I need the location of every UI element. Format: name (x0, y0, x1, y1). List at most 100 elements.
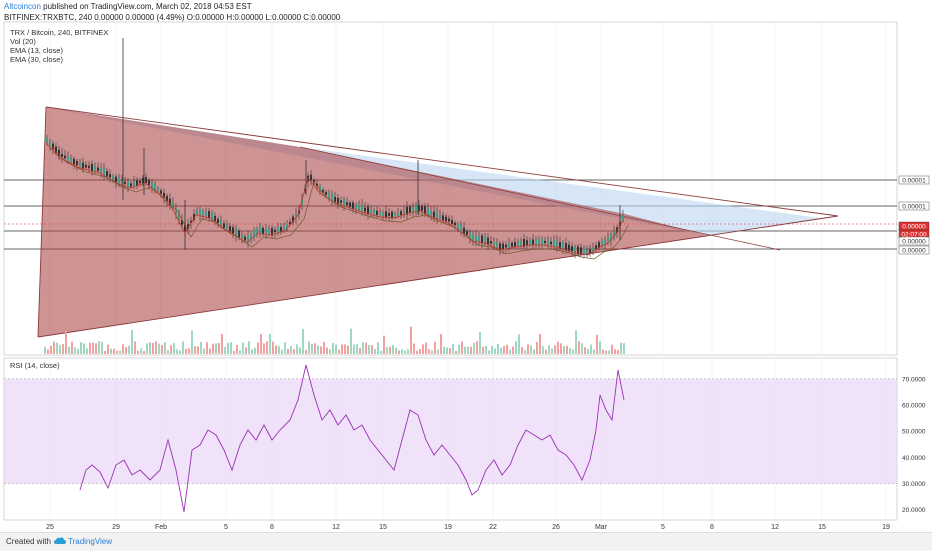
candle-body (190, 220, 192, 223)
candle-body (355, 204, 357, 209)
candle-body (487, 237, 489, 245)
x-tick-label: 5 (224, 524, 228, 531)
candle-body (460, 224, 462, 232)
candle-body (565, 242, 567, 251)
candle-body (85, 164, 87, 168)
candle-body (397, 212, 399, 216)
volume-bar (77, 348, 79, 354)
volume-bar (500, 347, 502, 354)
volume-bar (560, 343, 562, 354)
volume-bar (509, 349, 511, 354)
volume-bar (110, 348, 112, 354)
candle-body (490, 241, 492, 244)
candle-body (571, 246, 573, 252)
volume-bar (458, 344, 460, 354)
volume-bar (254, 347, 256, 354)
candle-body (385, 211, 387, 218)
candle-body (160, 190, 162, 194)
candle-body (166, 195, 168, 202)
candle-body (79, 162, 81, 167)
candle-body (622, 215, 624, 221)
candle-body (295, 213, 297, 218)
candle-body (268, 229, 270, 235)
candle-body (82, 162, 84, 169)
x-tick-label: 12 (332, 524, 340, 531)
volume-bar (95, 343, 97, 354)
volume-bar (398, 350, 400, 354)
candle-body (172, 202, 174, 208)
tradingview-brand[interactable]: TradingView (68, 537, 113, 546)
candle-body (229, 226, 231, 232)
volume-bar (386, 347, 388, 354)
volume-bar (344, 344, 346, 354)
volume-bar (491, 345, 493, 354)
volume-bar (368, 345, 370, 354)
publish-info: published on TradingView.com, March 02, … (43, 2, 252, 11)
candle-body (364, 207, 366, 212)
candle-body (370, 209, 372, 213)
candle-body (553, 240, 555, 247)
volume-bar (68, 346, 70, 354)
candle-body (556, 240, 558, 248)
candle-body (262, 227, 264, 234)
candle-body (322, 190, 324, 193)
volume-bar (374, 349, 376, 354)
ticker-line: BITFINEX:TRXBTC, 240 0.00000 0.00000 (4.… (4, 13, 341, 22)
candle-body (448, 218, 450, 222)
x-tick-label: 19 (444, 524, 452, 531)
resistance-trendline (45, 106, 839, 217)
volume-bar (473, 342, 475, 354)
candle-body (259, 226, 261, 234)
legend-symbol: TRX / Bitcoin, 240, BITFINEX (10, 28, 109, 37)
volume-bar (65, 331, 67, 354)
volume-bar (119, 350, 121, 354)
volume-bar (440, 334, 442, 354)
candle-body (91, 163, 93, 172)
x-tick-label: 26 (552, 524, 560, 531)
volume-bar (557, 341, 559, 354)
volume-bar (542, 346, 544, 354)
volume-bar (203, 348, 205, 354)
volume-bar (488, 350, 490, 354)
rsi-line (79, 364, 625, 513)
volume-bar (128, 345, 130, 354)
price-axis-tag (898, 236, 930, 246)
price-axis-label: 0.00001 (902, 178, 926, 185)
volume-bar (188, 348, 190, 354)
candle-body (145, 177, 147, 183)
candle-body (361, 204, 363, 213)
candle-body (511, 242, 513, 247)
author-link[interactable]: Altcoincon (4, 2, 41, 11)
candle-body (457, 224, 459, 228)
volume-bar (545, 349, 547, 354)
volume-bar (149, 342, 151, 354)
volume-bar (170, 345, 172, 354)
candle-body (547, 238, 549, 246)
candle-body (445, 216, 447, 221)
volume-bar (587, 349, 589, 354)
tradingview-cloud-icon (54, 537, 66, 544)
legend-vol: Vol (20) (10, 37, 36, 46)
volume-bar (356, 344, 358, 354)
publish-header: Altcoincon published on TradingView.com,… (4, 2, 252, 11)
volume-bar (299, 347, 301, 354)
candle-body (562, 242, 564, 249)
price-axis-label: 0.00000 (902, 224, 926, 231)
volume-bar (497, 343, 499, 354)
candle-body (208, 211, 210, 219)
candle-body (439, 215, 441, 218)
candle-body (148, 179, 150, 185)
candle-body (292, 216, 294, 223)
volume-bar (200, 341, 202, 354)
chart-canvas[interactable]: 25 29 Feb 5 8 12 15 19 22 26 Mar 5 8 12 15 19 0.00001 0.0… (0, 0, 932, 532)
volume-bar (602, 349, 604, 354)
volume-bar (74, 347, 76, 354)
candle-body (169, 198, 171, 205)
volume-bar (527, 344, 529, 354)
volume-bar (287, 348, 289, 354)
candle-body (313, 180, 315, 183)
volume-bar (176, 349, 178, 354)
rsi-legend: RSI (14, close) (10, 361, 60, 370)
x-tick-label: 12 (771, 524, 779, 531)
volume-bar (383, 335, 385, 354)
